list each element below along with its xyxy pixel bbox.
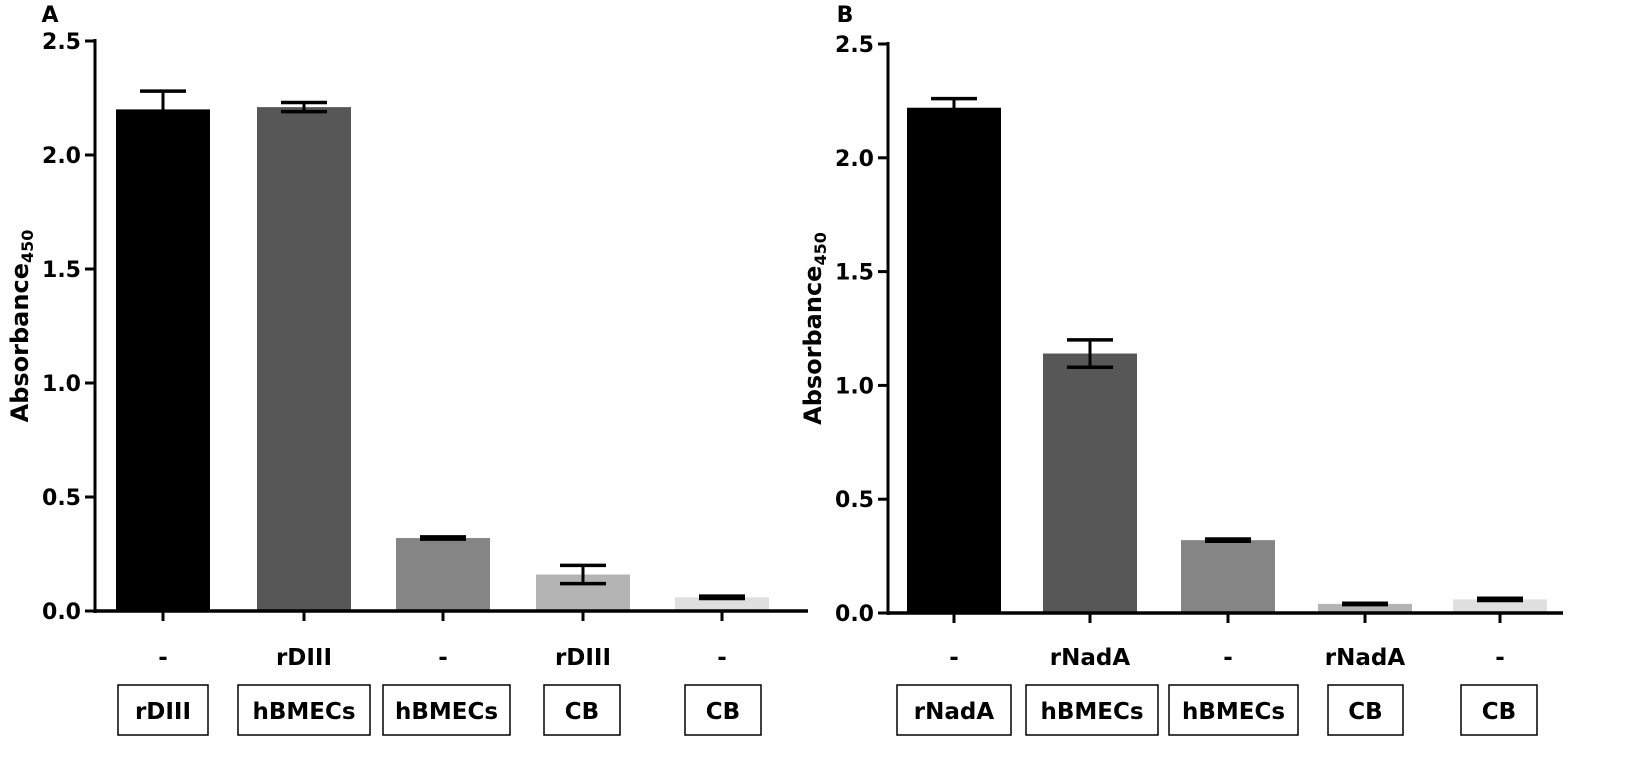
treatment-label: rDIII bbox=[555, 645, 611, 671]
group-box: CB bbox=[1460, 684, 1538, 736]
bar bbox=[116, 109, 210, 612]
group-box: rNadA bbox=[896, 684, 1012, 736]
bar bbox=[1043, 353, 1137, 613]
panel-a: A 0.0 0.5 1.0 1.5 2.0 2.5 Absorbance450 - rDIII - r… bbox=[6, 3, 808, 736]
y-axis-label-subscript: 450 bbox=[18, 230, 37, 263]
error-bar bbox=[1477, 596, 1523, 603]
group-box-border bbox=[1460, 684, 1538, 736]
group-label: rDIII bbox=[135, 699, 191, 725]
group-box-border bbox=[117, 684, 209, 736]
error-bar bbox=[931, 96, 977, 119]
group-box-border bbox=[684, 684, 762, 736]
bar bbox=[396, 538, 490, 611]
y-tick-label: 1.5 bbox=[835, 261, 874, 286]
group-box-border bbox=[1025, 684, 1159, 736]
group-label: hBMECs bbox=[1182, 699, 1285, 725]
y-tick-label: 0.0 bbox=[835, 602, 874, 627]
group-box-border bbox=[896, 684, 1012, 736]
bar bbox=[907, 107, 1001, 613]
group-box: hBMECs bbox=[382, 684, 511, 736]
group-box-border bbox=[237, 684, 371, 736]
group-box: hBMECs bbox=[1025, 684, 1159, 736]
group-label: CB bbox=[706, 699, 740, 725]
treatment-label: rNadA bbox=[1325, 645, 1406, 671]
group-label: rNadA bbox=[914, 699, 995, 725]
group-label: hBMECs bbox=[252, 699, 355, 725]
y-tick-label: 2.0 bbox=[42, 144, 81, 169]
treatment-label: - bbox=[1223, 645, 1233, 671]
panel-label: A bbox=[41, 3, 58, 28]
treatment-label: - bbox=[1495, 645, 1505, 671]
panel-label: B bbox=[837, 3, 854, 28]
bar bbox=[257, 107, 351, 612]
bar bbox=[1181, 540, 1275, 613]
y-tick-label: 2.5 bbox=[835, 33, 874, 58]
group-label: CB bbox=[565, 699, 599, 725]
group-label: CB bbox=[1482, 699, 1516, 725]
group-box: CB bbox=[684, 684, 762, 736]
error-bar bbox=[1342, 601, 1388, 607]
y-tick-label: 0.5 bbox=[42, 486, 81, 511]
y-axis-label-text: Absorbance bbox=[6, 263, 34, 422]
group-label: hBMECs bbox=[1040, 699, 1143, 725]
group-box: hBMECs bbox=[237, 684, 371, 736]
group-box: CB bbox=[1327, 684, 1404, 736]
error-bar bbox=[560, 563, 606, 586]
group-box: hBMECs bbox=[1168, 684, 1299, 736]
bar bbox=[675, 597, 769, 611]
error-bar bbox=[420, 535, 466, 541]
error-bar bbox=[1067, 338, 1113, 369]
treatment-label: - bbox=[438, 645, 448, 671]
y-tick-label: 0.5 bbox=[835, 488, 874, 513]
treatment-label: - bbox=[717, 645, 727, 671]
y-tick-label: 0.0 bbox=[42, 600, 81, 625]
treatment-label: rNadA bbox=[1050, 645, 1131, 671]
y-axis-label: Absorbance450 bbox=[799, 232, 830, 425]
group-label: CB bbox=[1348, 699, 1382, 725]
y-tick-label: 1.0 bbox=[42, 372, 81, 397]
bar bbox=[1453, 599, 1547, 613]
group-label: hBMECs bbox=[395, 699, 498, 725]
panel-b: B 0.0 0.5 1.0 1.5 2.0 2.5 Absorbance450 - rNadA - r… bbox=[799, 3, 1563, 736]
treatment-label: - bbox=[949, 645, 959, 671]
error-bar bbox=[699, 594, 745, 601]
bar bbox=[1318, 603, 1412, 613]
group-box-border bbox=[382, 684, 511, 736]
group-box: CB bbox=[543, 684, 621, 736]
group-box-border bbox=[543, 684, 621, 736]
y-tick-label: 2.0 bbox=[835, 147, 874, 172]
y-tick-label: 1.0 bbox=[835, 374, 874, 399]
error-bar bbox=[1205, 537, 1251, 544]
y-axis-label: Absorbance450 bbox=[6, 230, 37, 423]
error-bar bbox=[281, 100, 327, 114]
y-tick-label: 1.5 bbox=[42, 258, 81, 283]
y-axis-label-text: Absorbance bbox=[799, 266, 827, 425]
group-box: rDIII bbox=[117, 684, 209, 736]
y-axis-label-subscript: 450 bbox=[811, 232, 830, 265]
treatment-label: rDIII bbox=[276, 645, 332, 671]
group-box-border bbox=[1327, 684, 1404, 736]
treatment-label: - bbox=[158, 645, 168, 671]
group-box-border bbox=[1168, 684, 1299, 736]
y-tick-label: 2.5 bbox=[42, 30, 81, 55]
error-bar bbox=[140, 89, 186, 130]
